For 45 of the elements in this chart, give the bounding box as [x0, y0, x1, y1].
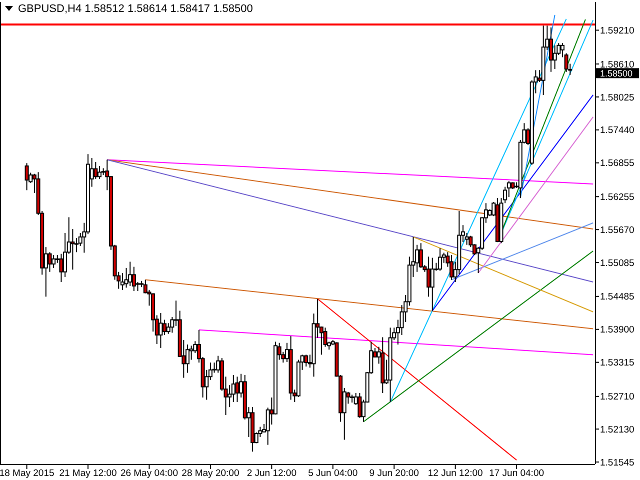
- y-tick-label: 1.52710: [600, 392, 634, 403]
- candlestick: [235, 376, 240, 403]
- y-tick-label: 1.53900: [600, 324, 634, 336]
- y-tick-label: 1.56855: [600, 158, 634, 170]
- y-tick-label: 1.59210: [600, 25, 634, 36]
- text: 1.58500: [600, 68, 633, 78]
- candlestick: [48, 252, 52, 272]
- y-tick-label: 1.58025: [600, 92, 634, 104]
- x-tick-label: 26 May 04:00: [120, 468, 178, 479]
- y-tick-label: 1.56255: [600, 192, 634, 203]
- candlestick: [430, 257, 434, 312]
- candlestick: [231, 374, 236, 403]
- y-tick-label: 1.55670: [600, 224, 634, 236]
- y-tick-label: 1.58610: [600, 59, 634, 70]
- candlestick: [304, 354, 308, 368]
- x-tick-label: 2 Jun 12:00: [246, 468, 296, 479]
- candlestick: [426, 256, 431, 298]
- candlestick: [70, 228, 75, 270]
- candlestick: [548, 26, 553, 72]
- y-tick-label: 1.53315: [600, 358, 634, 369]
- x-tick-label: 21 May 12:00: [59, 468, 117, 479]
- x-tick-label: 9 Jun 20:00: [369, 468, 419, 479]
- x-tick-label: 28 May 20:00: [182, 468, 240, 479]
- y-tick-label: 1.51545: [600, 457, 634, 468]
- candlestick: [438, 248, 442, 272]
- candlestick: [59, 253, 64, 283]
- candlestick: [358, 392, 362, 418]
- y-tick-label: 1.52130: [600, 424, 634, 436]
- x-tick-label: 12 Jun 12:00: [428, 468, 483, 479]
- x-tick-label: 5 Jun 04:00: [308, 468, 358, 479]
- candlestick: [418, 242, 423, 268]
- candlestick: [162, 319, 167, 336]
- y-tick-label: 1.57440: [600, 125, 634, 136]
- chart-title: GBPUSD,H4 1.58512 1.58614 1.58417 1.58500: [18, 3, 253, 15]
- candlestick: [52, 254, 56, 268]
- candlestick: [158, 312, 163, 348]
- candlestick: [450, 254, 454, 280]
- candlestick: [94, 162, 98, 180]
- x-tick-label: 18 May 2015: [0, 468, 54, 479]
- y-tick-label: 1.55085: [600, 258, 634, 269]
- x-tick-label: 17 Jun 04:00: [489, 468, 544, 479]
- candlestick: [97, 165, 102, 180]
- y-tick-label: 1.54485: [600, 292, 634, 303]
- candlestick: [128, 261, 132, 286]
- candlestick: [24, 162, 29, 191]
